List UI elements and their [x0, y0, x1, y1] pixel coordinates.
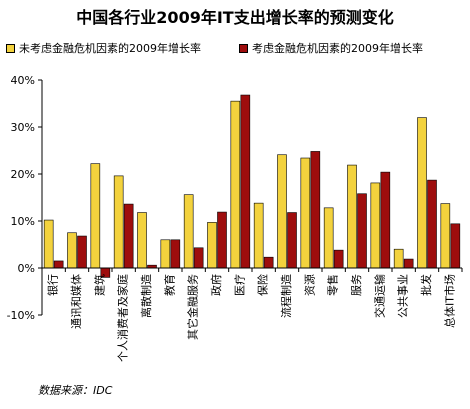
y-tick-label: -10%: [7, 309, 35, 322]
legend-label-series2: 考虑金融危机因素的2009年增长率: [252, 42, 423, 55]
bar-series2: [380, 171, 391, 269]
bar-series2: [263, 256, 274, 269]
x-category-label: 建筑: [92, 274, 106, 296]
x-category-label: 流程制造: [279, 274, 293, 318]
x-category-label: 批发: [419, 274, 433, 296]
x-category-label: 交通运输: [372, 274, 386, 318]
legend-swatch-series2: [239, 43, 248, 53]
bar-series1: [277, 154, 287, 269]
legend-swatch-series1: [6, 43, 15, 53]
bar-series1: [253, 202, 264, 269]
data-source-note: 数据来源：IDC: [38, 384, 113, 397]
x-category-label: 保险: [256, 274, 270, 296]
bar-series2: [123, 203, 134, 269]
bar-series1: [440, 203, 451, 269]
y-tick-label: 40%: [11, 74, 35, 87]
bar-series2: [427, 179, 437, 269]
bar-series2: [333, 249, 344, 269]
x-category-label: 资源: [302, 274, 316, 296]
y-tick-label: 30%: [11, 121, 35, 134]
bar-series2: [240, 94, 251, 269]
x-category-label: 通讯和媒体: [69, 274, 83, 329]
legend-label-series1: 未考虑金融危机因素的2009年增长率: [19, 42, 201, 55]
bar-series1: [347, 164, 357, 269]
bar-series2: [170, 239, 181, 269]
chart-title: 中国各行业2009年IT支出增长率的预测变化: [76, 8, 394, 27]
bar-series2: [217, 211, 227, 269]
bar-series2: [403, 258, 414, 269]
x-category-label: 离散制造: [139, 274, 153, 318]
bar-series2: [357, 193, 367, 269]
bar-series1: [43, 219, 54, 269]
bar-series1: [67, 232, 77, 269]
bar-series1: [207, 222, 217, 269]
y-tick-label: 10%: [11, 215, 35, 228]
bar-series1: [393, 248, 404, 269]
x-category-label: 其它金融服务: [186, 274, 200, 340]
bar-series2: [193, 247, 204, 269]
x-category-label: 医疗: [232, 274, 246, 296]
bar-series2: [53, 260, 64, 269]
bar-series1: [137, 212, 147, 269]
x-category-label: 公共事业: [397, 274, 410, 318]
bar-series2: [287, 212, 297, 269]
bar-series1: [90, 163, 101, 269]
bar-series1: [300, 157, 311, 269]
bar-series1: [230, 100, 241, 269]
bar-series1: [323, 207, 334, 269]
legend-item-series2: 考虑金融危机因素的2009年增长率: [239, 40, 423, 56]
bar-series1: [370, 182, 381, 269]
x-category-label: 个人消费者及家庭: [116, 274, 130, 362]
bar-series1: [183, 194, 194, 269]
bar-series2: [310, 151, 321, 269]
y-tick-label: 20%: [11, 168, 35, 181]
x-category-label: 零售: [326, 274, 340, 296]
bar-series1: [417, 117, 427, 269]
x-category-label: 服务: [350, 274, 363, 296]
x-category-label: 政府: [209, 274, 223, 296]
x-category-label: 总体IT市场: [442, 274, 456, 328]
y-tick-label: 0%: [18, 262, 35, 275]
legend-item-series1: 未考虑金融危机因素的2009年增长率: [6, 40, 201, 56]
x-category-label: 教育: [162, 274, 176, 296]
legend: 未考虑金融危机因素的2009年增长率 考虑金融危机因素的2009年增长率: [6, 40, 466, 56]
bar-series2: [450, 223, 461, 269]
bar-series2: [77, 235, 87, 269]
bar-series1: [113, 175, 124, 269]
x-category-label: 银行: [46, 274, 60, 296]
bar-series1: [160, 239, 171, 269]
